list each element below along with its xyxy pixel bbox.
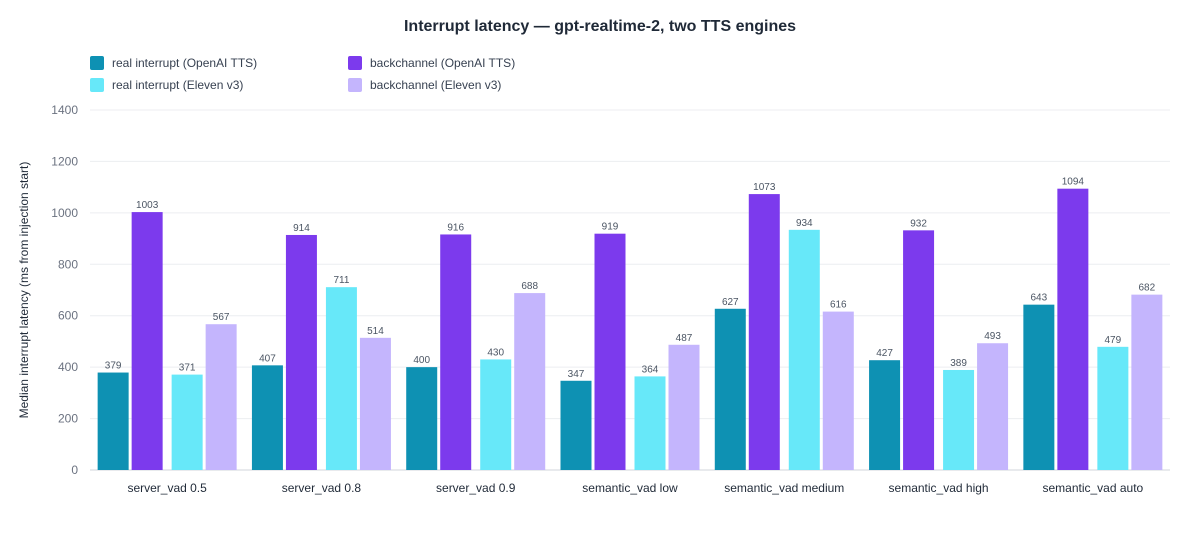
bar	[285, 234, 317, 470]
data-label: 919	[602, 222, 619, 233]
bar	[977, 343, 1009, 470]
legend-swatch	[348, 56, 362, 70]
bar	[594, 233, 626, 470]
data-label: 430	[487, 347, 504, 358]
x-tick-label: semantic_vad high	[889, 481, 989, 495]
data-label: 347	[568, 369, 585, 380]
y-tick-label: 400	[58, 360, 78, 374]
data-label: 934	[796, 218, 813, 229]
data-label: 514	[367, 326, 384, 337]
bar	[714, 308, 746, 470]
bar	[1057, 188, 1089, 470]
legend-item-backchannel-openai: backchannel (OpenAI TTS)	[348, 56, 515, 70]
bar	[97, 372, 129, 470]
data-label: 688	[521, 281, 538, 292]
y-tick-label: 1000	[51, 206, 78, 220]
bar	[325, 287, 357, 470]
data-label: 1073	[753, 182, 776, 193]
x-tick-label: semantic_vad low	[582, 481, 678, 495]
bar	[1023, 304, 1055, 470]
y-tick-label: 1400	[51, 103, 78, 117]
bar	[406, 367, 438, 470]
bar	[748, 194, 780, 471]
data-label: 371	[179, 363, 196, 374]
bar	[668, 344, 700, 470]
y-tick-label: 600	[58, 309, 78, 323]
bar	[903, 230, 935, 470]
x-tick-label: semantic_vad auto	[1042, 481, 1143, 495]
bar	[171, 374, 203, 470]
y-tick-label: 1200	[51, 154, 78, 168]
y-tick-label: 200	[58, 412, 78, 426]
bar	[205, 324, 237, 470]
legend-label: backchannel (Eleven v3)	[370, 78, 502, 92]
y-tick-label: 800	[58, 257, 78, 271]
bar	[131, 212, 163, 471]
data-label: 407	[259, 353, 276, 364]
data-label: 616	[830, 300, 847, 311]
data-label: 914	[293, 223, 310, 234]
legend-label: backchannel (OpenAI TTS)	[370, 56, 516, 70]
legend-item-real-eleven: real interrupt (Eleven v3)	[90, 78, 243, 92]
data-label: 627	[722, 297, 739, 308]
bar	[514, 293, 546, 470]
legend-label: real interrupt (Eleven v3)	[112, 78, 244, 92]
x-tick-label: server_vad 0.5	[127, 481, 207, 495]
data-label: 389	[950, 358, 967, 369]
legend-item-backchannel-eleven: backchannel (Eleven v3)	[348, 78, 501, 92]
bar	[788, 229, 820, 470]
data-label: 916	[447, 222, 464, 233]
bar	[869, 360, 901, 470]
data-label: 567	[213, 312, 230, 323]
data-label: 479	[1105, 335, 1122, 346]
data-label: 400	[413, 355, 430, 366]
x-tick-label: semantic_vad medium	[724, 481, 844, 495]
bar	[560, 380, 592, 470]
data-label: 711	[333, 275, 349, 286]
chart-title: Interrupt latency — gpt-realtime-2, two …	[403, 18, 797, 35]
legend-swatch	[348, 78, 362, 92]
x-tick-label: server_vad 0.9	[436, 481, 516, 495]
y-axis-label: Median interrupt latency (ms from inject…	[17, 162, 31, 419]
bar	[1097, 346, 1129, 470]
data-label: 682	[1139, 283, 1156, 294]
legend-swatch	[90, 56, 104, 70]
y-tick-label: 0	[71, 463, 78, 477]
data-label: 493	[984, 331, 1001, 342]
data-label: 1003	[136, 200, 159, 211]
bar	[480, 359, 512, 470]
legend: real interrupt (OpenAI TTS) real interru…	[90, 52, 610, 102]
legend-swatch	[90, 78, 104, 92]
bar	[251, 365, 283, 470]
data-label: 932	[910, 218, 927, 229]
bar	[943, 369, 975, 470]
bar	[822, 311, 854, 470]
bar	[440, 234, 472, 470]
bar	[1131, 294, 1163, 470]
x-tick-label: server_vad 0.8	[282, 481, 362, 495]
data-label: 1094	[1062, 177, 1085, 188]
bar	[634, 376, 666, 470]
legend-label: real interrupt (OpenAI TTS)	[112, 56, 258, 70]
data-label: 487	[676, 333, 693, 344]
bar	[359, 337, 391, 470]
data-label: 379	[105, 361, 122, 372]
data-label: 643	[1031, 293, 1048, 304]
legend-item-real-openai: real interrupt (OpenAI TTS)	[90, 56, 257, 70]
data-label: 364	[642, 364, 659, 375]
data-label: 427	[876, 348, 893, 359]
